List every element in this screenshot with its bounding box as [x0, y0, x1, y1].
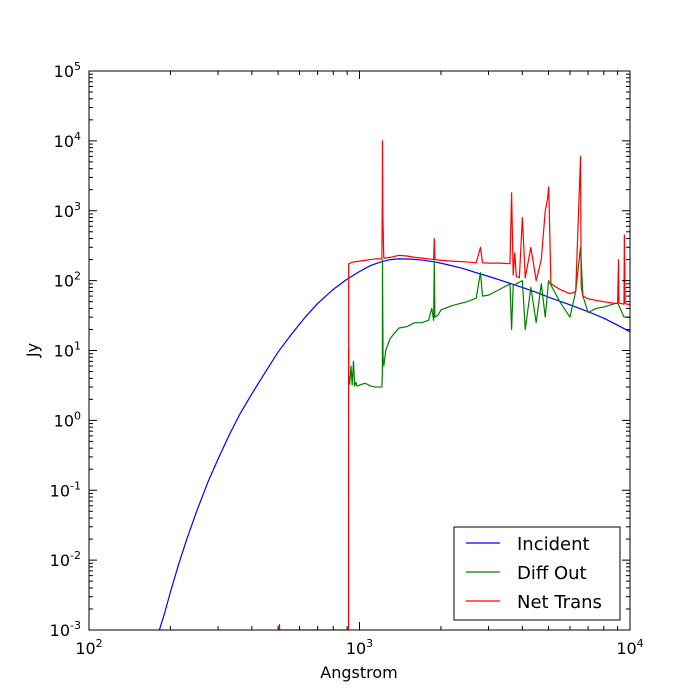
legend-label-diff-out: Diff Out: [517, 563, 587, 584]
y-tick-label: 100: [54, 409, 81, 430]
y-tick-label: 101: [54, 340, 81, 361]
y-tick-label: 105: [54, 60, 81, 81]
x-tick-label: 103: [346, 637, 373, 658]
y-tick-label: 104: [54, 130, 81, 151]
legend: Incident Diff Out Net Trans: [453, 526, 621, 621]
legend-label-incident: Incident: [517, 534, 590, 555]
legend-label-net-trans: Net Trans: [517, 592, 602, 613]
x-tick-label: 104: [616, 637, 643, 658]
y-tick-label: 102: [54, 270, 81, 291]
y-tick-label: 10-2: [50, 549, 81, 570]
y-tick-label: 10-1: [50, 479, 81, 500]
x-tick-label: 102: [75, 637, 102, 658]
y-axis-label: Jy: [23, 343, 42, 358]
series-line-diff-out: [348, 246, 630, 388]
y-tick-label: 103: [54, 200, 81, 221]
x-axis-label: Angstrom: [320, 663, 397, 682]
ticks-layer: 102 103 104 10-3 10-2 10-1 100 101 102 103 104 105: [50, 60, 644, 658]
y-tick-label: 10-3: [50, 619, 81, 640]
series-layer: [158, 140, 630, 630]
series-line-net-trans: [278, 140, 630, 630]
